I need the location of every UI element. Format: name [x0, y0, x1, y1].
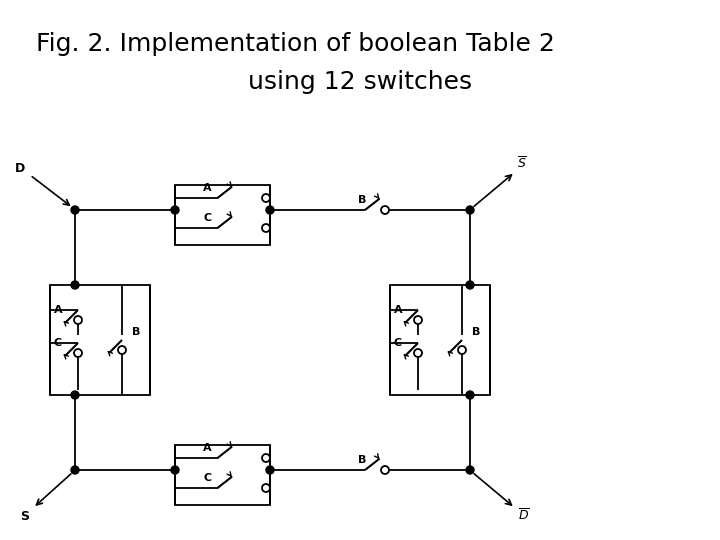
Circle shape	[171, 466, 179, 474]
Text: C: C	[204, 213, 212, 223]
Text: S: S	[20, 510, 30, 523]
Text: B: B	[132, 327, 140, 337]
Circle shape	[262, 454, 270, 462]
Circle shape	[466, 391, 474, 399]
Text: B: B	[358, 195, 366, 205]
Text: A: A	[203, 183, 212, 193]
Circle shape	[262, 224, 270, 232]
Circle shape	[466, 466, 474, 474]
Circle shape	[71, 281, 79, 289]
Circle shape	[466, 281, 474, 289]
Text: C: C	[54, 338, 62, 348]
Text: A: A	[203, 443, 212, 453]
Text: C: C	[204, 473, 212, 483]
Circle shape	[414, 349, 422, 357]
Circle shape	[266, 206, 274, 214]
Circle shape	[71, 206, 79, 214]
Circle shape	[262, 194, 270, 202]
Text: C: C	[394, 338, 402, 348]
Circle shape	[74, 349, 82, 357]
Circle shape	[266, 466, 274, 474]
Circle shape	[458, 346, 466, 354]
Text: B: B	[358, 455, 366, 465]
Bar	[175, 445, 270, 505]
Text: Fig. 2. Implementation of boolean Table 2: Fig. 2. Implementation of boolean Table …	[36, 32, 555, 56]
Circle shape	[262, 484, 270, 492]
Circle shape	[71, 466, 79, 474]
Text: B: B	[472, 327, 480, 337]
Circle shape	[118, 346, 126, 354]
Bar	[50, 285, 150, 395]
Circle shape	[381, 206, 389, 214]
Bar	[390, 285, 490, 395]
Circle shape	[466, 206, 474, 214]
Circle shape	[74, 316, 82, 324]
Text: A: A	[394, 305, 402, 315]
Circle shape	[381, 466, 389, 474]
Text: A: A	[54, 305, 63, 315]
Circle shape	[414, 316, 422, 324]
Text: using 12 switches: using 12 switches	[248, 70, 472, 94]
Text: $\overline{D}$: $\overline{D}$	[518, 508, 530, 524]
Bar	[175, 185, 270, 245]
Circle shape	[171, 206, 179, 214]
Circle shape	[71, 391, 79, 399]
Text: D: D	[15, 161, 25, 174]
Text: $\overline{S}$: $\overline{S}$	[517, 156, 527, 172]
